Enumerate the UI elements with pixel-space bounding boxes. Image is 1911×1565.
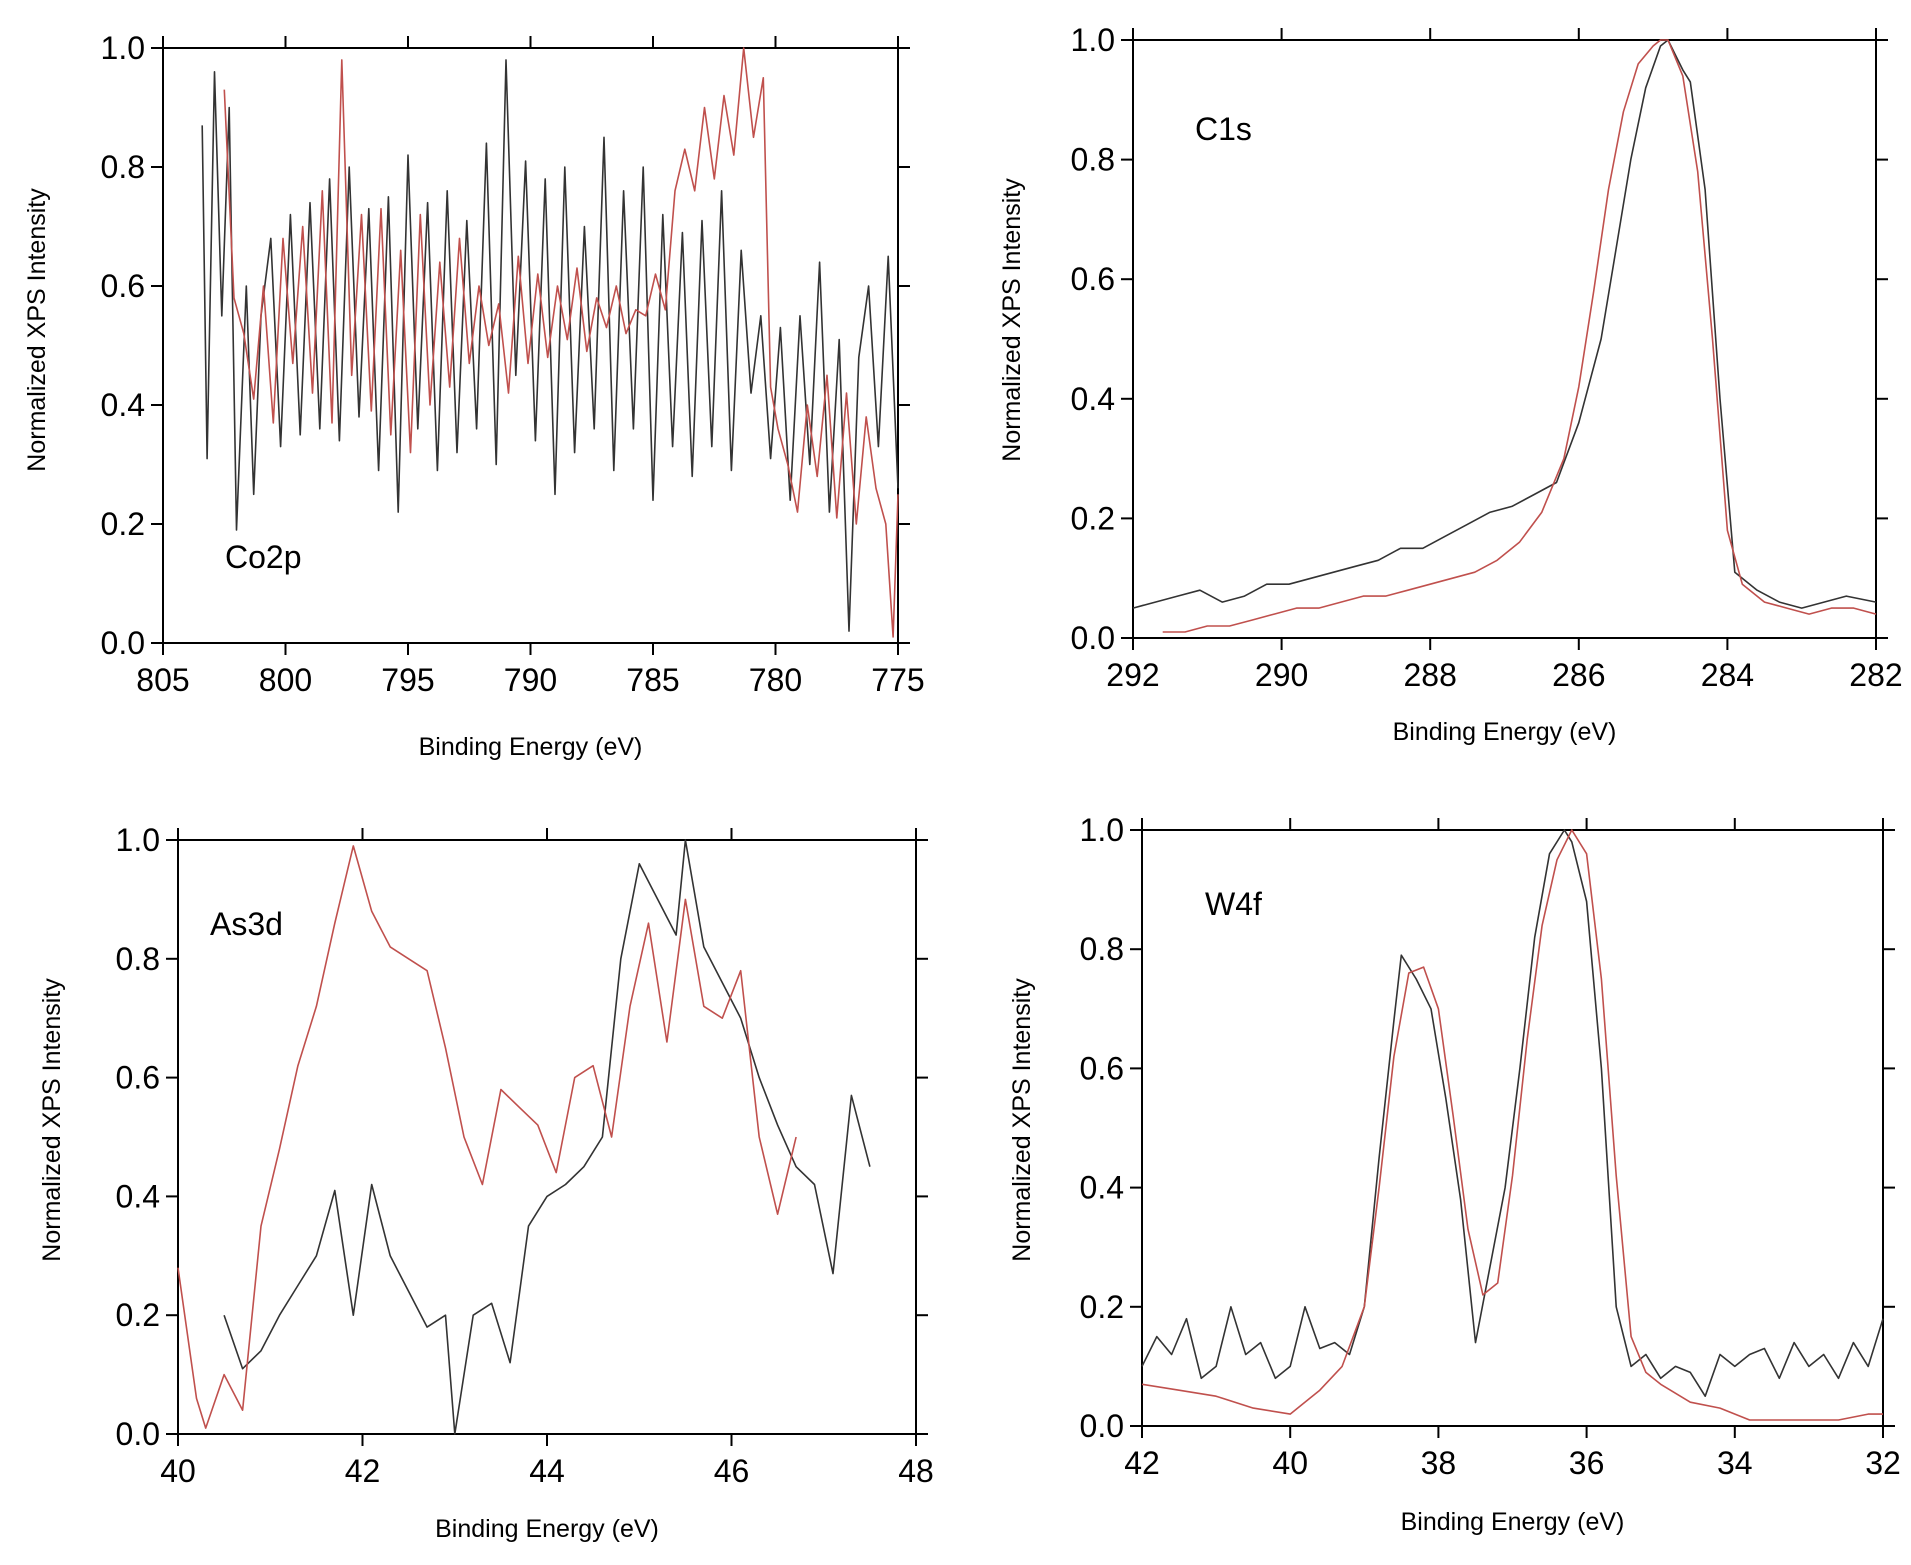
y-tick-label: 0.0 bbox=[116, 1416, 160, 1452]
panel-w4f: 0.0 0.2 0.4 0.6 0.8 1.0 42 40 38 36 34 32 Binding En… bbox=[1008, 812, 1901, 1536]
x-tick-label: 284 bbox=[1701, 657, 1754, 693]
x-tick-label: 288 bbox=[1404, 657, 1457, 693]
plot-frame bbox=[177, 839, 917, 1434]
y-tick-label: 1.0 bbox=[1080, 812, 1124, 848]
x-axis-label: Binding Energy (eV) bbox=[419, 733, 643, 761]
panel-label: W4f bbox=[1205, 886, 1262, 922]
y-tick-label: 0.0 bbox=[101, 625, 145, 661]
panel-as3d: 0.0 0.2 0.4 0.6 0.8 1.0 40 42 44 46 48 Binding Ener… bbox=[38, 822, 934, 1543]
x-tick-label: 780 bbox=[749, 662, 802, 698]
series-line-black bbox=[223, 839, 871, 1435]
y-tick-label: 0.4 bbox=[116, 1178, 160, 1214]
x-axis-label: Binding Energy (eV) bbox=[1393, 718, 1617, 746]
panel-co2p: 0.0 0.2 0.4 0.6 0.8 1.0 805 800 795 790 785 780 775 B… bbox=[23, 30, 925, 761]
x-tick-label: 795 bbox=[381, 662, 434, 698]
series-line-red bbox=[1141, 829, 1883, 1421]
x-tick-label: 785 bbox=[626, 662, 679, 698]
panel-label: C1s bbox=[1195, 111, 1252, 147]
x-tick-label: 290 bbox=[1255, 657, 1308, 693]
y-axis-label: Normalized XPS Intensity bbox=[998, 178, 1026, 462]
y-tick-label: 0.2 bbox=[101, 506, 145, 542]
x-tick-label: 42 bbox=[1124, 1445, 1160, 1481]
series-line-black bbox=[1141, 829, 1884, 1397]
panel-label: As3d bbox=[210, 906, 283, 942]
x-tick-label: 775 bbox=[871, 662, 924, 698]
x-tick-label: 48 bbox=[898, 1453, 934, 1489]
y-tick-label: 0.6 bbox=[116, 1060, 160, 1096]
y-tick-label: 0.0 bbox=[1080, 1408, 1124, 1444]
series-line-red bbox=[1162, 39, 1877, 633]
y-tick-label: 0.8 bbox=[116, 941, 160, 977]
x-tick-label: 800 bbox=[259, 662, 312, 698]
y-tick-label: 0.6 bbox=[1080, 1050, 1124, 1086]
x-tick-label: 790 bbox=[504, 662, 557, 698]
series-line-black bbox=[1132, 39, 1877, 609]
x-tick-label: 40 bbox=[1272, 1445, 1308, 1481]
y-tick-label: 1.0 bbox=[116, 822, 160, 858]
y-tick-label: 0.2 bbox=[1080, 1289, 1124, 1325]
x-tick-label: 32 bbox=[1865, 1445, 1901, 1481]
y-tick-label: 0.4 bbox=[1071, 381, 1115, 417]
x-tick-label: 42 bbox=[345, 1453, 381, 1489]
x-tick-label: 38 bbox=[1421, 1445, 1457, 1481]
x-axis-label: Binding Energy (eV) bbox=[1401, 1508, 1625, 1536]
y-tick-label: 0.8 bbox=[1071, 142, 1115, 178]
x-tick-label: 36 bbox=[1569, 1445, 1605, 1481]
panel-label: Co2p bbox=[225, 539, 302, 575]
x-tick-label: 44 bbox=[529, 1453, 565, 1489]
y-axis-label: Normalized XPS Intensity bbox=[38, 978, 66, 1262]
y-tick-label: 0.4 bbox=[1080, 1170, 1124, 1206]
y-tick-label: 0.2 bbox=[1071, 500, 1115, 536]
x-tick-label: 805 bbox=[136, 662, 189, 698]
y-tick-label: 0.8 bbox=[1080, 931, 1124, 967]
y-tick-label: 0.8 bbox=[101, 149, 145, 185]
series-line-red bbox=[177, 845, 797, 1429]
x-tick-label: 34 bbox=[1717, 1445, 1753, 1481]
y-tick-label: 0.0 bbox=[1071, 620, 1115, 656]
series-line-red bbox=[223, 47, 899, 638]
y-tick-label: 1.0 bbox=[1071, 22, 1115, 58]
series-line-black bbox=[201, 59, 899, 632]
panel-c1s: 0.0 0.2 0.4 0.6 0.8 1.0 292 290 288 286 284 282 Bind… bbox=[998, 22, 1903, 746]
x-tick-label: 282 bbox=[1849, 657, 1902, 693]
x-axis-label: Binding Energy (eV) bbox=[435, 1515, 659, 1543]
y-axis-label: Normalized XPS Intensity bbox=[1008, 978, 1036, 1262]
y-tick-label: 1.0 bbox=[101, 30, 145, 66]
y-tick-label: 0.4 bbox=[101, 387, 145, 423]
x-tick-label: 286 bbox=[1552, 657, 1605, 693]
x-tick-label: 292 bbox=[1106, 657, 1159, 693]
y-tick-label: 0.2 bbox=[116, 1297, 160, 1333]
y-tick-label: 0.6 bbox=[1071, 261, 1115, 297]
x-tick-label: 46 bbox=[714, 1453, 750, 1489]
y-tick-label: 0.6 bbox=[101, 268, 145, 304]
x-tick-label: 40 bbox=[160, 1453, 196, 1489]
y-axis-label: Normalized XPS Intensity bbox=[23, 188, 51, 472]
plot-frame bbox=[1141, 829, 1884, 1426]
